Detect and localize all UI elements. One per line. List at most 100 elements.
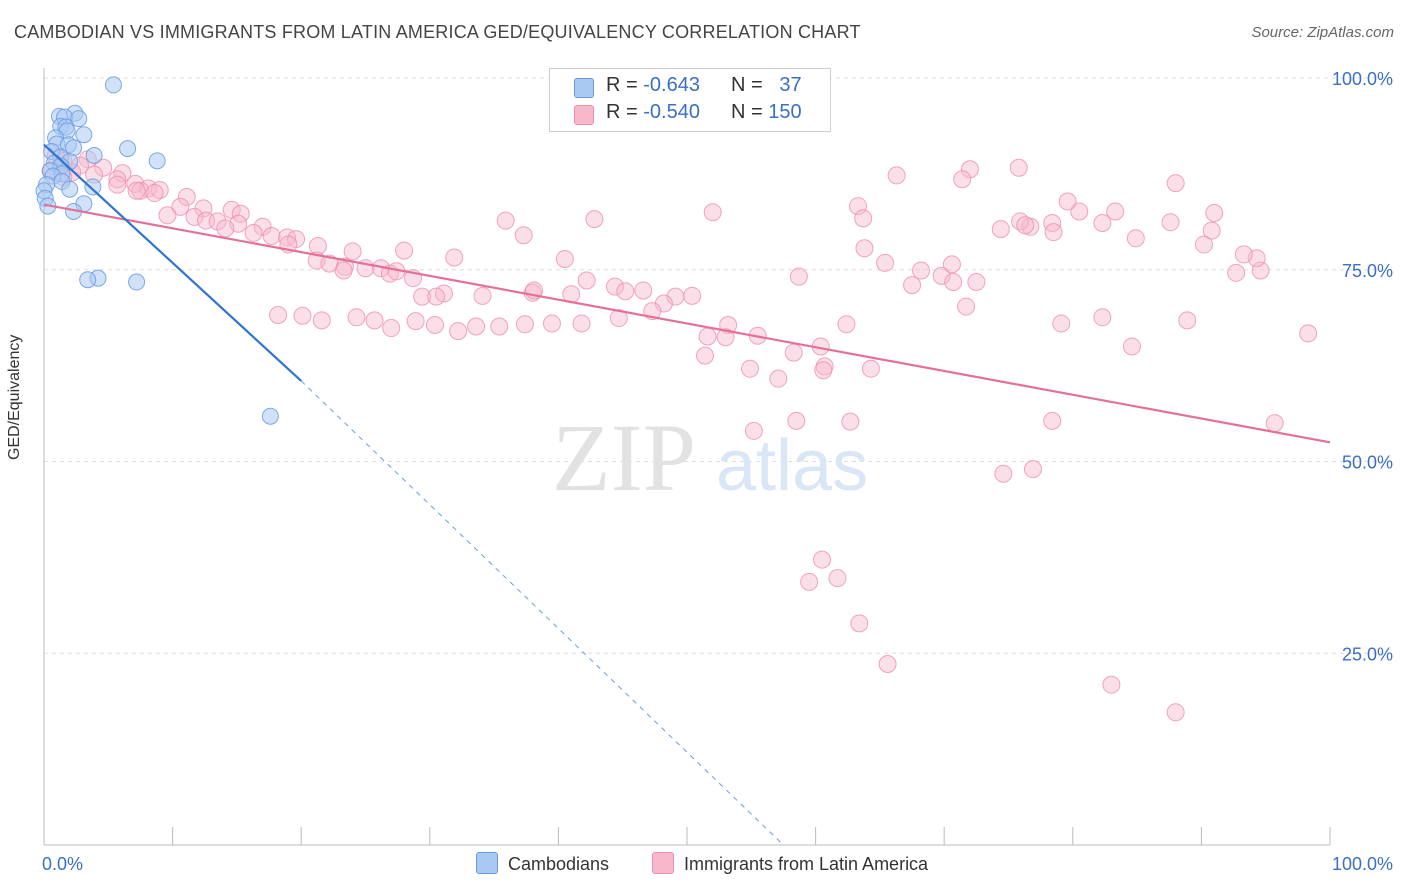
- chart-title: CAMBODIAN VS IMMIGRANTS FROM LATIN AMERI…: [14, 22, 861, 42]
- latin-point: [1093, 308, 1112, 327]
- cambodian-point: [79, 271, 97, 289]
- latin-point: [837, 315, 856, 334]
- latin-point: [991, 220, 1010, 239]
- latin-point: [1161, 213, 1180, 232]
- legend-label-cambodians: Cambodians: [508, 854, 610, 874]
- legend-swatch-cambodians: [574, 78, 594, 98]
- latin-point: [1299, 324, 1318, 343]
- latin-point: [841, 412, 860, 431]
- latin-point: [382, 319, 401, 338]
- cambodian-point: [70, 110, 88, 128]
- latin-point: [542, 314, 561, 333]
- cambodian-point: [84, 178, 102, 196]
- latin-point: [473, 286, 492, 305]
- cambodian-point: [75, 126, 93, 144]
- legend-r-value-cambodians: -0.643: [643, 74, 700, 96]
- latin-point: [1043, 213, 1062, 232]
- legend-swatch-cambodians: [476, 852, 498, 874]
- legend-n-value-cambodians: 37: [779, 74, 802, 96]
- cambodian-point: [261, 407, 279, 425]
- legend-item-cambodians[interactable]: Cambodians: [476, 852, 609, 875]
- latin-point: [293, 306, 312, 325]
- latin-point: [1016, 216, 1035, 235]
- latin-point: [216, 219, 235, 238]
- latin-point: [953, 170, 972, 189]
- latin-point: [406, 312, 425, 331]
- latin-point: [1044, 223, 1063, 242]
- y-tick-label: 100.0%: [1332, 69, 1393, 89]
- latin-point: [177, 187, 196, 206]
- latin-point: [312, 311, 331, 330]
- latin-point: [800, 572, 819, 591]
- latin-point: [666, 287, 685, 306]
- latin-point: [854, 209, 873, 228]
- latin-point: [150, 180, 169, 199]
- latin-point: [876, 253, 895, 272]
- latin-point: [1052, 314, 1071, 333]
- y-tick-label: 25.0%: [1342, 644, 1393, 664]
- latin-point: [1202, 221, 1221, 240]
- latin-point: [185, 207, 204, 226]
- latin-point: [395, 241, 414, 260]
- latin-point: [789, 267, 808, 286]
- cambodian-point: [119, 140, 137, 158]
- latin-point: [514, 226, 533, 245]
- y-tick-label: 75.0%: [1342, 261, 1393, 281]
- latin-point: [278, 228, 297, 247]
- watermark-zip: ZIP: [552, 404, 696, 511]
- watermark-atlas: atlas: [716, 426, 868, 506]
- cambodian-point: [104, 76, 122, 94]
- latin-point: [127, 181, 146, 200]
- latin-point: [108, 170, 127, 189]
- latin-point: [716, 328, 735, 347]
- latin-point: [744, 421, 763, 440]
- latin-point: [861, 359, 880, 378]
- latin-point: [634, 281, 653, 300]
- latin-point: [616, 282, 635, 301]
- legend-r-label: R =: [606, 74, 638, 96]
- latin-point: [605, 277, 624, 296]
- cambodian-trend-line: [43, 143, 302, 382]
- latin-point: [942, 255, 961, 274]
- cambodian-trend-extension: [300, 380, 784, 846]
- latin-point: [1043, 411, 1062, 430]
- latin-point: [427, 287, 446, 306]
- trend-lines: [43, 143, 1331, 846]
- latin-point: [855, 239, 874, 258]
- latin-point: [784, 343, 803, 362]
- latin-point: [334, 261, 353, 280]
- legend-swatch-latin: [652, 852, 674, 874]
- legend-r-value-latin: -0.540: [643, 101, 700, 123]
- latin-point: [1058, 192, 1077, 211]
- legend-n-value-latin: 150: [768, 101, 802, 123]
- latin-point: [1106, 202, 1125, 221]
- latin-point: [467, 317, 486, 336]
- latin-point: [365, 311, 384, 330]
- latin-point: [131, 181, 150, 200]
- latin-point: [1126, 229, 1145, 248]
- latin-point: [1070, 202, 1089, 221]
- series-cambodian-points: [35, 76, 279, 425]
- latin-point: [813, 550, 832, 569]
- latin-point: [515, 315, 534, 334]
- latin-point: [828, 569, 847, 588]
- latin-point: [343, 242, 362, 261]
- latin-point: [490, 317, 509, 336]
- latin-point: [609, 309, 628, 328]
- latin-point: [145, 184, 164, 203]
- legend-item-latin[interactable]: Immigrants from Latin America: [652, 852, 928, 875]
- latin-point: [94, 158, 113, 177]
- latin-point: [698, 327, 717, 346]
- grid-lines: [44, 77, 1394, 654]
- latin-point: [269, 306, 288, 325]
- latin-point: [572, 314, 591, 333]
- cambodian-point: [148, 152, 166, 170]
- latin-point: [449, 322, 468, 341]
- y-tick-label: 50.0%: [1342, 453, 1393, 473]
- latin-point: [585, 210, 604, 229]
- latin-point: [957, 297, 976, 316]
- latin-point: [158, 206, 177, 225]
- latin-point: [1102, 675, 1121, 694]
- series-legend: Cambodians Immigrants from Latin America: [0, 852, 1406, 878]
